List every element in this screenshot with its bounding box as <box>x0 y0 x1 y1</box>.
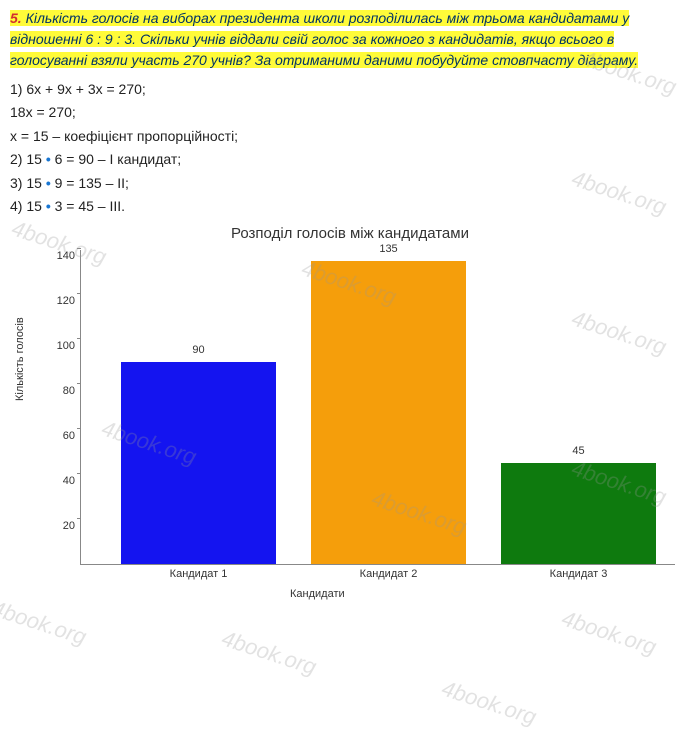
y-tick-mark <box>77 428 81 429</box>
solution: 1) 6x + 9x + 3x = 270; 18x = 270; x = 15… <box>0 75 695 220</box>
bar-value-label: 45 <box>572 445 584 457</box>
plot-area: 2040608010012014090Кандидат 1135Кандидат… <box>80 250 675 565</box>
y-tick-mark <box>77 248 81 249</box>
bar: 45 <box>501 463 656 564</box>
y-tick-label: 140 <box>51 250 81 262</box>
y-tick-mark <box>77 383 81 384</box>
y-tick-mark <box>77 518 81 519</box>
watermark: 4book.org <box>438 676 539 730</box>
bar: 90 <box>121 362 276 565</box>
x-tick-label: Кандидат 1 <box>170 564 228 580</box>
problem-text-2: За отриманими даними побудуйте стовпчаст… <box>255 52 638 68</box>
y-tick-label: 60 <box>51 430 81 442</box>
y-tick-label: 40 <box>51 475 81 487</box>
chart-title: Розподіл голосів між кандидатами <box>150 225 550 242</box>
problem-number: 5. <box>10 10 22 26</box>
x-tick-label: Кандидат 3 <box>550 564 608 580</box>
solution-line-5: 3) 15 • 9 = 135 – ІІ; <box>10 172 685 194</box>
bar-chart: Розподіл голосів між кандидатами Кількіс… <box>10 225 685 605</box>
problem-statement: 5. Кількість голосів на виборах президен… <box>0 0 695 75</box>
solution-line-2: 18x = 270; <box>10 101 685 123</box>
y-axis-label: Кількість голосів <box>14 318 26 402</box>
solution-line-3: x = 15 – коефіцієнт пропорційності; <box>10 125 685 147</box>
solution-line-6: 4) 15 • 3 = 45 – ІІІ. <box>10 195 685 217</box>
y-tick-label: 80 <box>51 385 81 397</box>
y-tick-label: 100 <box>51 340 81 352</box>
watermark: 4book.org <box>218 626 319 681</box>
y-tick-label: 20 <box>51 520 81 532</box>
y-tick-mark <box>77 473 81 474</box>
solution-line-4: 2) 15 • 6 = 90 – І кандидат; <box>10 148 685 170</box>
bar: 135 <box>311 261 466 565</box>
x-tick-label: Кандидат 2 <box>360 564 418 580</box>
y-tick-label: 120 <box>51 295 81 307</box>
solution-line-1: 1) 6x + 9x + 3x = 270; <box>10 78 685 100</box>
watermark: 4book.org <box>558 606 659 661</box>
y-tick-mark <box>77 338 81 339</box>
bar-value-label: 90 <box>192 344 204 356</box>
x-axis-label: Кандидати <box>290 588 345 600</box>
y-tick-mark <box>77 293 81 294</box>
bar-value-label: 135 <box>379 243 397 255</box>
